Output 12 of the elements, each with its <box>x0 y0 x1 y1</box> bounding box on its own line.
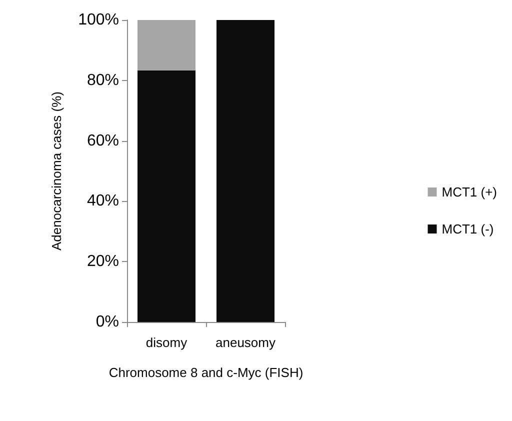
y-tick-label: 60% <box>86 132 119 150</box>
x-axis-title: Chromosome 8 and c-Myc (FISH) <box>108 365 304 380</box>
y-tick-label: 0% <box>96 314 119 330</box>
y-tick-label: 20% <box>86 253 119 270</box>
y-tick-label: 80% <box>86 72 119 89</box>
x-tick-label: disomy <box>146 335 188 350</box>
legend-label: MCT1 (+) <box>442 184 497 200</box>
y-tick-label: 100% <box>78 12 119 28</box>
y-axis-title: Adenocarcinoma cases (%) <box>49 92 64 250</box>
legend-label: MCT1 (-) <box>442 222 494 236</box>
x-tick-label: aneusomy <box>216 335 276 350</box>
y-tick-label: 40% <box>86 192 119 210</box>
